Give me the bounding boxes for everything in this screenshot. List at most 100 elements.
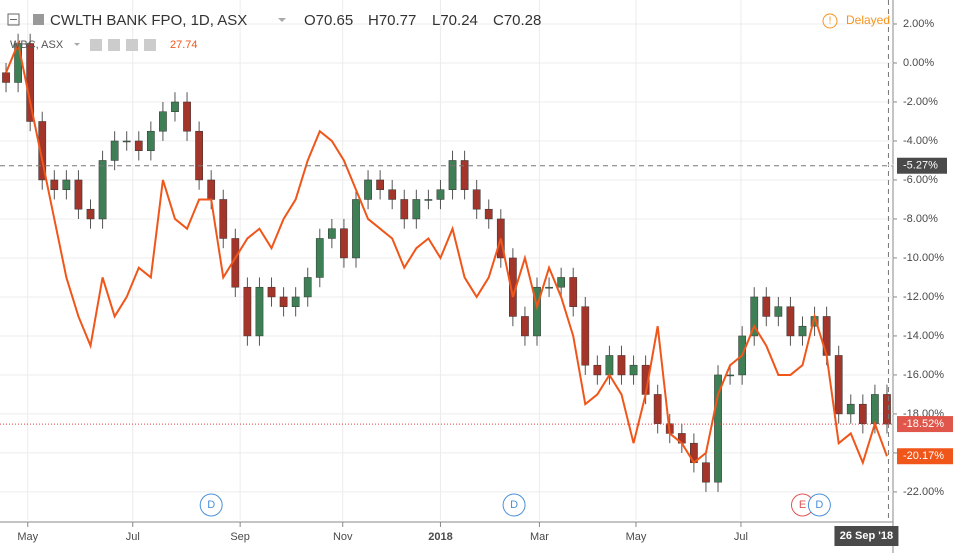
symbol-icon xyxy=(33,14,44,25)
event-label: D xyxy=(815,499,823,511)
candle-body xyxy=(327,228,336,239)
collapse-icon[interactable] xyxy=(7,13,20,26)
crosshair-plus: + xyxy=(886,156,894,172)
candle-body xyxy=(303,277,312,298)
candle-body xyxy=(388,189,397,200)
candle-body xyxy=(726,374,734,377)
candle-body xyxy=(86,208,95,220)
crosshair-label: -5.27% xyxy=(903,160,938,172)
symbol-dropdown[interactable] xyxy=(278,18,286,22)
candle-body xyxy=(798,325,807,337)
y-tick-label: -16.00% xyxy=(903,369,944,381)
y-tick-label: 0.00% xyxy=(903,57,934,69)
add-button[interactable] xyxy=(126,39,138,51)
candle-body xyxy=(460,160,469,190)
candle-body xyxy=(521,316,529,337)
candle-body xyxy=(171,101,179,112)
candle-body xyxy=(593,364,602,376)
event-marker[interactable] xyxy=(199,493,223,517)
x-tick-label: Jul xyxy=(126,531,140,543)
candle-body xyxy=(195,130,203,181)
candle-body xyxy=(315,238,324,278)
y-tick-label: -10.00% xyxy=(903,252,944,264)
event-marker[interactable] xyxy=(807,493,831,517)
candle-body xyxy=(159,111,167,132)
x-tick-label: Sep xyxy=(230,531,250,543)
candle-body xyxy=(424,199,433,201)
y-tick-label: -12.00% xyxy=(903,291,944,303)
event-label: D xyxy=(510,499,518,511)
compare-dropdown[interactable] xyxy=(74,43,80,46)
candle-body xyxy=(267,286,276,298)
candle-body xyxy=(762,296,771,317)
ohlc-low: L70.24 xyxy=(432,12,478,29)
candle-body xyxy=(629,364,638,376)
candle-body xyxy=(774,306,783,317)
y-tick-label: -4.00% xyxy=(903,135,938,147)
delayed-icon-mark: ! xyxy=(829,16,832,27)
y-tick-label: -2.00% xyxy=(903,96,938,108)
x-tick-label: Nov xyxy=(333,531,353,543)
candle-body xyxy=(122,140,131,143)
candle-body xyxy=(207,179,216,200)
candle-body xyxy=(750,296,759,337)
candle-body xyxy=(702,462,710,483)
candle-body xyxy=(400,199,409,220)
candle-body xyxy=(243,286,252,337)
series-last-bg xyxy=(897,448,953,465)
candle-body xyxy=(484,208,493,220)
settings-button[interactable] xyxy=(108,39,120,51)
candle-body xyxy=(110,140,119,161)
y-tick-label: 2.00% xyxy=(903,18,934,30)
candle-body xyxy=(858,403,867,424)
candle-body xyxy=(279,296,288,307)
candle-body xyxy=(38,121,47,181)
candle-body xyxy=(219,199,228,239)
candle-body xyxy=(291,296,300,307)
y-tick-label: -14.00% xyxy=(903,330,944,342)
series-line xyxy=(5,40,888,466)
series-last-label: -20.17% xyxy=(903,450,944,462)
candle-body xyxy=(62,179,71,190)
cursor-date-label: 26 Sep '18 xyxy=(840,530,893,542)
last-price-label: -18.52% xyxy=(903,418,944,430)
candle-body xyxy=(617,355,626,376)
candle-body xyxy=(74,179,83,210)
remove-button[interactable] xyxy=(144,39,156,51)
compare-symbol[interactable]: WBC, ASX xyxy=(10,39,64,51)
candle-body xyxy=(569,277,578,307)
candle-body xyxy=(50,179,59,190)
visibility-button[interactable] xyxy=(90,39,102,51)
candle-body xyxy=(146,130,155,151)
event-label: D xyxy=(207,499,215,511)
symbol-title[interactable]: CWLTH BANK FPO, 1D, ASX xyxy=(50,12,247,29)
ohlc-open: O70.65 xyxy=(304,12,353,29)
ohlc-close: C70.28 xyxy=(493,12,541,29)
candle-body xyxy=(352,199,360,259)
compare-last: 27.74 xyxy=(170,39,198,51)
candle-body xyxy=(834,355,843,415)
candle-body xyxy=(436,189,445,200)
x-tick-label: 2018 xyxy=(428,531,452,543)
candle-body xyxy=(376,179,384,190)
y-tick-label: -6.00% xyxy=(903,174,938,186)
x-tick-label: May xyxy=(626,531,647,543)
event-label: E xyxy=(799,499,806,511)
candle-body xyxy=(134,140,143,151)
candle-body xyxy=(557,277,566,288)
x-tick-label: May xyxy=(17,531,38,543)
candle-body xyxy=(605,355,614,376)
candle-body xyxy=(412,199,421,220)
crosshair-label-bg xyxy=(897,157,947,174)
event-marker[interactable] xyxy=(502,493,526,517)
candle-body xyxy=(786,306,795,337)
y-tick-label: -22.00% xyxy=(903,486,944,498)
x-tick-label: Jul xyxy=(734,531,748,543)
candle-body xyxy=(871,394,879,424)
candle-body xyxy=(581,306,590,366)
candle-body xyxy=(364,179,372,200)
delayed-status[interactable]: Delayed xyxy=(846,13,890,27)
ohlc-high: H70.77 xyxy=(368,12,416,29)
